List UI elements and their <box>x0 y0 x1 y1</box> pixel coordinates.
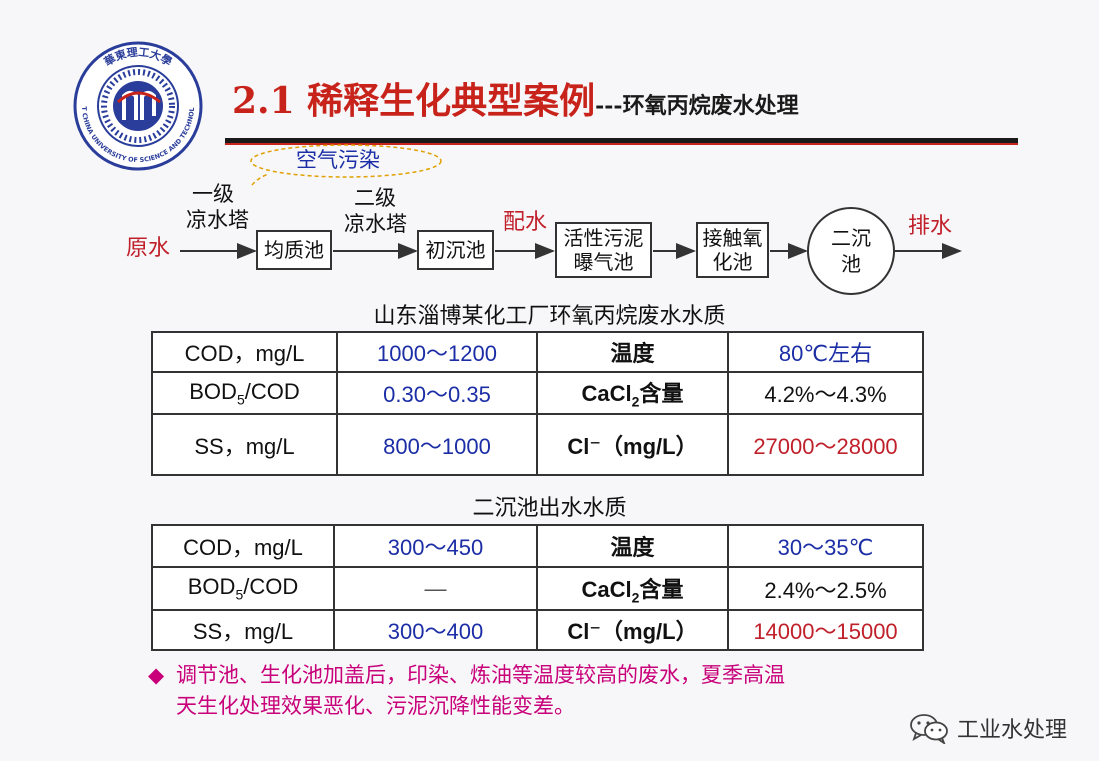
param-value: 800～1000 <box>336 413 538 476</box>
title-rule <box>225 138 1018 143</box>
primary-tank-label: 初沉池 <box>425 238 486 262</box>
table1-caption: 山东淄博某化工厂环氧丙烷废水水质 <box>373 304 726 329</box>
diamond-bullet-icon: ◆ <box>148 663 165 687</box>
discharge-label: 排水 <box>908 214 953 239</box>
air-pollution-label: 空气污染 <box>296 148 380 172</box>
table-row: BOD5/COD — CaCl2含量 2.4%～2.5% <box>151 566 924 611</box>
wechat-icon <box>910 714 948 744</box>
param-value: 2.4%～2.5% <box>727 566 924 611</box>
param-label: CaCl2含量 <box>536 566 729 611</box>
equalization-tank: 均质池 <box>256 230 332 270</box>
tower1-label-line2: 凉水塔 <box>186 208 249 232</box>
note-line1: 调节池、生化池加盖后，印染、炼油等温度较高的废水，夏季高温 <box>176 663 785 687</box>
param-label: COD，mg/L <box>151 331 338 373</box>
logo-rays <box>101 69 175 143</box>
secondary-clarifier-label-line1: 二沉 <box>831 226 871 250</box>
param-label: 温度 <box>536 524 729 568</box>
param-value: 300～400 <box>333 609 538 651</box>
contact-tank-label-line2: 化池 <box>712 250 753 274</box>
param-value: 1000～1200 <box>336 331 538 373</box>
activated-sludge-tank: 活性污泥 曝气池 <box>555 222 652 278</box>
university-logo: 華東理工大學 EAST CHINA UNIVERSITY OF SCIENCE … <box>72 40 203 171</box>
param-label: COD，mg/L <box>151 524 335 568</box>
activated-tank-label-line2: 曝气池 <box>573 250 634 274</box>
param-label: 温度 <box>536 331 729 373</box>
table-row: SS，mg/L 300～400 Cl⁻（mg/L） 14000～15000 <box>151 609 924 651</box>
table-row: COD，mg/L 1000～1200 温度 80℃左右 <box>151 331 924 373</box>
primary-sedimentation-tank: 初沉池 <box>417 230 494 270</box>
effluent-quality-table: COD，mg/L 300～450 温度 30～35℃ BOD5/COD — Ca… <box>151 524 924 651</box>
table2-caption: 二沉池出水水质 <box>472 496 627 521</box>
param-label: CaCl2含量 <box>536 371 729 415</box>
param-label: BOD5/COD <box>151 371 338 415</box>
activated-tank-label-line1: 活性污泥 <box>563 226 644 250</box>
param-value: 30～35℃ <box>727 524 924 568</box>
influent-quality-table: COD，mg/L 1000～1200 温度 80℃左右 BOD5/COD 0.3… <box>151 331 924 476</box>
title-rule-accent <box>225 143 1018 145</box>
slide-title: 2.1 稀释生化典型案例---环氧丙烷废水处理 <box>232 72 799 124</box>
param-label: SS，mg/L <box>151 413 338 476</box>
raw-water-label: 原水 <box>126 236 171 261</box>
tower2-label-line2: 凉水塔 <box>344 212 407 236</box>
param-value: 80℃左右 <box>727 331 924 373</box>
watermark-text: 工业水处理 <box>956 718 1067 743</box>
param-label: BOD5/COD <box>151 566 335 611</box>
table-row: SS，mg/L 800～1000 Cl⁻（mg/L） 27000～28000 <box>151 413 924 476</box>
contact-oxidation-tank: 接触氧 化池 <box>696 222 769 278</box>
equalization-tank-label: 均质池 <box>264 238 324 262</box>
secondary-clarifier: 二沉 池 <box>807 207 895 295</box>
title-sub: ---环氧丙烷废水处理 <box>595 93 799 119</box>
param-value: — <box>333 566 538 611</box>
note-line2: 天生化处理效果恶化、污泥沉降性能变差。 <box>176 694 575 718</box>
secondary-clarifier-label-line2: 池 <box>841 252 861 276</box>
param-value: 27000～28000 <box>727 413 924 476</box>
param-label: Cl⁻（mg/L） <box>536 609 729 651</box>
param-label: SS，mg/L <box>151 609 335 651</box>
param-value: 4.2%～4.3% <box>727 371 924 415</box>
tower1-label-line1: 一级 <box>192 182 234 206</box>
param-value: 14000～15000 <box>727 609 924 651</box>
param-value: 0.30～0.35 <box>336 371 538 415</box>
contact-tank-label-line1: 接触氧 <box>702 226 763 250</box>
tower2-label-line1: 二级 <box>354 186 396 210</box>
note-text: ◆ 调节池、生化池加盖后，印染、炼油等温度较高的废水，夏季高温 天生化处理效果恶化… <box>148 660 785 722</box>
mix-water-label: 配水 <box>503 210 548 235</box>
watermark: 工业水处理 <box>909 712 1067 744</box>
table-row: BOD5/COD 0.30～0.35 CaCl2含量 4.2%～4.3% <box>151 371 924 415</box>
param-value: 300～450 <box>333 524 538 568</box>
air-pollution-ellipse <box>250 144 442 178</box>
param-label: Cl⁻（mg/L） <box>536 413 729 476</box>
title-main: 2.1 稀释生化典型案例 <box>232 80 596 122</box>
table-row: COD，mg/L 300～450 温度 30～35℃ <box>151 524 924 568</box>
